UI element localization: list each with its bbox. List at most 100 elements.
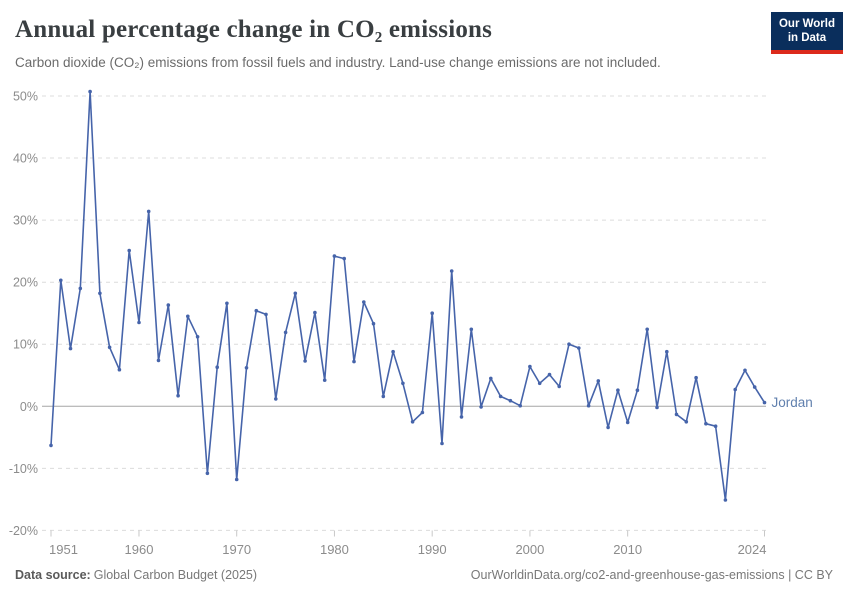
data-point[interactable]: [225, 301, 229, 306]
data-point[interactable]: [88, 89, 92, 94]
data-point[interactable]: [586, 403, 591, 408]
x-tick-label: 1970: [222, 542, 251, 557]
y-tick-label: 40%: [13, 152, 38, 166]
data-point[interactable]: [362, 300, 366, 304]
data-point[interactable]: [107, 345, 112, 350]
data-point[interactable]: [694, 375, 698, 380]
data-point[interactable]: [479, 405, 483, 409]
data-point[interactable]: [518, 403, 522, 408]
data-point[interactable]: [264, 312, 268, 317]
data-point[interactable]: [674, 412, 679, 417]
x-tick-label: 1980: [320, 542, 349, 557]
data-point[interactable]: [616, 388, 620, 393]
data-point[interactable]: [322, 378, 327, 383]
entity-label[interactable]: Jordan: [772, 395, 813, 410]
data-point[interactable]: [254, 308, 259, 313]
data-point[interactable]: [78, 286, 83, 291]
data-point[interactable]: [332, 254, 337, 258]
data-point[interactable]: [127, 248, 131, 253]
data-point[interactable]: [146, 209, 151, 214]
x-tick-label: 1990: [418, 542, 447, 557]
credit-link[interactable]: OurWorldinData.org/co2-and-greenhouse-ga…: [470, 568, 833, 582]
data-point[interactable]: [49, 443, 53, 448]
x-tick-label: 2010: [613, 542, 642, 557]
data-point[interactable]: [537, 381, 542, 386]
data-point[interactable]: [381, 394, 386, 399]
data-point[interactable]: [430, 311, 435, 315]
data-point[interactable]: [577, 346, 581, 350]
data-point[interactable]: [723, 498, 728, 502]
data-point[interactable]: [655, 405, 659, 410]
data-point[interactable]: [293, 291, 298, 296]
data-point[interactable]: [420, 410, 425, 415]
data-point[interactable]: [508, 398, 513, 403]
data-point[interactable]: [156, 358, 161, 363]
data-point[interactable]: [547, 372, 552, 377]
data-point[interactable]: [137, 320, 141, 325]
data-point[interactable]: [98, 291, 102, 296]
data-point[interactable]: [567, 342, 571, 347]
data-point[interactable]: [713, 424, 718, 429]
page-title: Annual percentage change in CO₂ emission…: [15, 16, 493, 43]
data-point[interactable]: [704, 421, 708, 426]
data-source-value: Global Carbon Budget (2025): [93, 568, 258, 582]
data-point[interactable]: [313, 310, 317, 315]
data-point[interactable]: [186, 314, 190, 319]
data-point[interactable]: [117, 367, 122, 372]
data-point[interactable]: [440, 441, 444, 446]
data-point[interactable]: [528, 364, 532, 369]
data-point[interactable]: [596, 379, 601, 383]
data-point[interactable]: [665, 349, 669, 354]
chart-header: Annual percentage change in CO₂ emission…: [15, 10, 760, 71]
data-point[interactable]: [410, 420, 415, 424]
data-point[interactable]: [303, 359, 307, 363]
series-line-jordan[interactable]: [50, 90, 766, 501]
data-point[interactable]: [283, 330, 288, 335]
data-point[interactable]: [391, 349, 395, 354]
data-point[interactable]: [274, 397, 278, 401]
y-tick-label: 0%: [20, 400, 38, 414]
data-point[interactable]: [449, 269, 454, 273]
owid-logo-line2: in Data: [787, 31, 827, 44]
chart-footer: Data source: Global Carbon Budget (2025) …: [15, 568, 833, 582]
co2-annual-change-line-chart[interactable]: 50% 40% 30% 20% 10% 0% -10% -20% 1951 1960 1970 198…: [0, 85, 850, 560]
data-point[interactable]: [733, 387, 737, 392]
data-point[interactable]: [752, 385, 757, 389]
data-point[interactable]: [176, 393, 180, 398]
x-tick-label: 1951: [49, 542, 78, 557]
data-point[interactable]: [342, 256, 347, 261]
y-tick-label: 10%: [13, 338, 38, 352]
owid-logo[interactable]: Our World in Data: [770, 12, 843, 54]
data-point[interactable]: [371, 321, 376, 326]
data-point[interactable]: [244, 366, 249, 370]
data-point[interactable]: [352, 359, 356, 364]
data-point[interactable]: [489, 376, 493, 381]
y-tick-label: 30%: [13, 214, 38, 228]
data-point[interactable]: [68, 346, 73, 351]
owid-logo-line1: Our World: [778, 18, 835, 30]
data-point[interactable]: [59, 278, 63, 283]
data-point[interactable]: [215, 365, 219, 370]
data-point[interactable]: [195, 335, 200, 339]
data-point[interactable]: [743, 368, 747, 373]
x-tick-label: 2024: [738, 542, 767, 557]
y-tick-label: -10%: [9, 462, 38, 476]
data-point[interactable]: [401, 381, 405, 386]
x-tick-label: 2000: [515, 542, 544, 557]
data-point[interactable]: [459, 415, 464, 419]
y-tick-label: 20%: [13, 276, 38, 290]
data-point[interactable]: [762, 400, 767, 405]
data-point[interactable]: [498, 394, 503, 399]
data-point[interactable]: [234, 477, 239, 482]
data-point[interactable]: [166, 303, 171, 307]
data-point[interactable]: [205, 471, 210, 476]
data-point[interactable]: [606, 425, 610, 430]
data-point[interactable]: [645, 327, 649, 332]
data-point[interactable]: [557, 384, 561, 389]
x-tick-label: 1960: [125, 542, 154, 557]
data-point[interactable]: [469, 327, 474, 332]
data-point[interactable]: [625, 420, 630, 425]
data-point[interactable]: [635, 388, 640, 393]
data-point[interactable]: [684, 420, 689, 424]
data-source-label: Data source:: [15, 568, 91, 582]
